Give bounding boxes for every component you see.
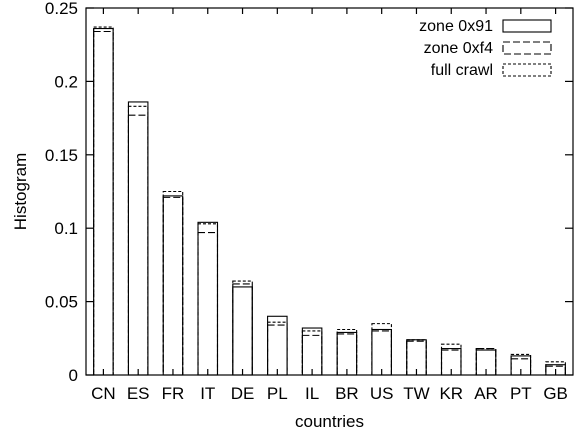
legend-swatch-2 [502, 63, 552, 77]
x-tick-label-ar: AR [474, 384, 498, 403]
x-tick-label-us: US [370, 384, 394, 403]
bar-zone-0xf4-fr [162, 196, 184, 376]
x-axis: CN ES FR IT DE PL IL BR US TW KR AR PT GB [91, 8, 568, 403]
x-tick-label-cn: CN [91, 384, 116, 403]
bar-zone-0x91-fr [162, 195, 184, 376]
legend-label-0: zone 0x91 [419, 18, 493, 35]
x-tick-label-il: IL [305, 384, 319, 403]
x-tick-label-de: DE [231, 384, 255, 403]
bar-full-crawl-tw [406, 339, 427, 376]
bar-full-crawl-it [197, 223, 219, 376]
x-tick-label-tw: TW [403, 384, 429, 403]
x-tick-label-es: ES [127, 384, 150, 403]
bar-zone-0x91-it [197, 221, 219, 376]
bar-zone-0x91-br [336, 331, 358, 376]
y-tick-label: 0.25 [45, 0, 78, 18]
x-tick-label-br: BR [335, 384, 359, 403]
bar-zone-0x91-us [371, 328, 392, 376]
bar-zone-0xf4-br [336, 333, 358, 376]
bar-full-crawl-de [232, 280, 253, 376]
x-axis-label: countries [295, 412, 364, 431]
bar-full-crawl-br [336, 328, 358, 376]
bar-zone-0x91-cn [93, 28, 114, 376]
y-axis: 0 0.05 0.1 0.15 0.2 0.25 [45, 0, 573, 385]
legend-swatch-0 [502, 19, 552, 33]
bar-full-crawl-cn [93, 26, 114, 376]
bar-zone-0xf4-us [371, 330, 392, 376]
x-tick-label-fr: FR [162, 384, 185, 403]
bar-zone-0xf4-es [127, 114, 149, 376]
bar-zone-0xf4-pl [267, 324, 288, 376]
bar-zone-0xf4-cn [93, 30, 114, 376]
bar-full-crawl-es [127, 105, 149, 376]
x-tick-label-gb: GB [543, 384, 568, 403]
bar-full-crawl-fr [162, 190, 184, 376]
legend-swatch-1 [502, 41, 552, 55]
legend-label-2: full crawl [431, 62, 493, 79]
plot-frame [85, 7, 574, 376]
bar-zone-0x91-de [232, 286, 253, 376]
bar-full-crawl-pl [267, 321, 288, 376]
legend: zone 0x91 zone 0xf4 full crawl [419, 18, 552, 79]
y-tick-label: 0.15 [45, 146, 78, 165]
y-tick-label: 0 [69, 366, 78, 385]
y-tick-label: 0.2 [54, 72, 78, 91]
bar-zone-0xf4-de [232, 283, 253, 376]
x-tick-label-pt: PT [510, 384, 532, 403]
y-axis-label: Histogram [11, 153, 30, 230]
x-tick-label-it: IT [200, 384, 215, 403]
legend-label-1: zone 0xf4 [424, 40, 493, 57]
y-tick-label: 0.05 [45, 293, 78, 312]
bars-group [93, 26, 566, 376]
y-tick-label: 0.1 [54, 219, 78, 238]
bar-zone-0x91-es [127, 101, 149, 376]
bar-zone-0xf4-it [197, 232, 219, 376]
x-tick-label-pl: PL [267, 384, 288, 403]
x-tick-label-kr: KR [439, 384, 463, 403]
bar-full-crawl-il [301, 330, 323, 376]
